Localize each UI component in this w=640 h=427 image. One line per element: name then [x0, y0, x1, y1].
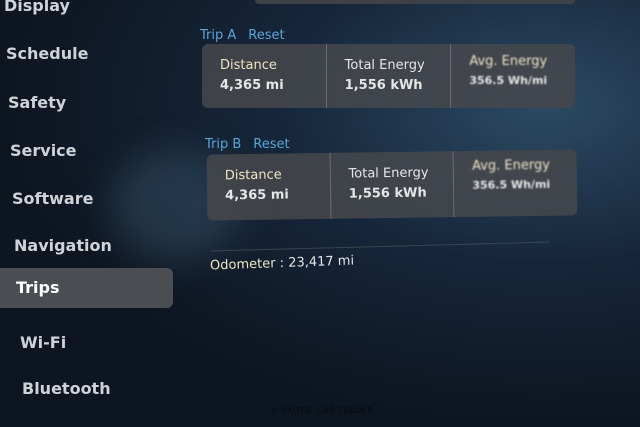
trip-a-header: Trip A Reset [200, 28, 297, 43]
avg-energy-label: Avg. Energy [469, 54, 548, 69]
sidebar-item-navigation[interactable]: Navigation [14, 236, 112, 255]
total-energy-value: 1,556 kWh [348, 185, 427, 202]
top-panel-edge [255, 0, 575, 4]
avg-energy-value: 356.5 Wh/mi [472, 177, 551, 192]
trip-b-title: Trip B [205, 137, 242, 152]
trip-b-card: Distance 4,365 mi Total Energy 1,556 kWh… [206, 149, 578, 221]
distance-value: 4,365 mi [225, 187, 289, 204]
trip-a-reset-button[interactable]: Reset [248, 28, 285, 43]
trip-a-distance: Distance 4,365 mi [202, 44, 327, 108]
sidebar-item-bluetooth[interactable]: Bluetooth [22, 379, 111, 398]
divider [210, 241, 550, 252]
watermark: © EXOTIC CAR TRADER [270, 406, 374, 415]
trip-a-card: Distance 4,365 mi Total Energy 1,556 kWh… [202, 44, 575, 108]
sidebar-item-trips[interactable]: Trips [0, 268, 173, 308]
trip-b-total-energy: Total Energy 1,556 kWh [330, 151, 455, 219]
trip-b-reset-button[interactable]: Reset [253, 137, 290, 152]
sidebar-item-service[interactable]: Service [10, 141, 77, 160]
sidebar-item-safety[interactable]: Safety [8, 93, 67, 112]
odometer-value: 23,417 mi [287, 253, 355, 271]
avg-energy-label: Avg. Energy [471, 157, 551, 174]
trip-a-total-energy: Total Energy 1,556 kWh [327, 44, 452, 108]
total-energy-label: Total Energy [344, 58, 425, 73]
trip-b-avg-energy: Avg. Energy 356.5 Wh/mi [454, 149, 578, 217]
total-energy-label: Total Energy [348, 165, 429, 182]
trip-b-distance: Distance 4,365 mi [206, 152, 332, 221]
sidebar-item-schedule[interactable]: Schedule [6, 44, 89, 63]
sidebar: Display Schedule Safety Service Software… [0, 0, 180, 427]
distance-value: 4,365 mi [220, 78, 284, 93]
odometer: Odometer : 23,417 mi [209, 253, 355, 274]
trip-a-avg-energy: Avg. Energy 356.5 Wh/mi [451, 44, 575, 108]
distance-label: Distance [224, 167, 282, 184]
sidebar-item-display[interactable]: Display [4, 0, 70, 15]
total-energy-value: 1,556 kWh [344, 78, 423, 93]
sidebar-item-wifi[interactable]: Wi-Fi [20, 333, 67, 352]
trip-a-title: Trip A [200, 28, 237, 43]
odometer-label: Odometer [209, 256, 276, 274]
distance-label: Distance [220, 58, 277, 73]
avg-energy-value: 356.5 Wh/mi [469, 74, 548, 87]
sidebar-item-software[interactable]: Software [12, 189, 94, 208]
trip-b-header: Trip B Reset [205, 137, 302, 152]
